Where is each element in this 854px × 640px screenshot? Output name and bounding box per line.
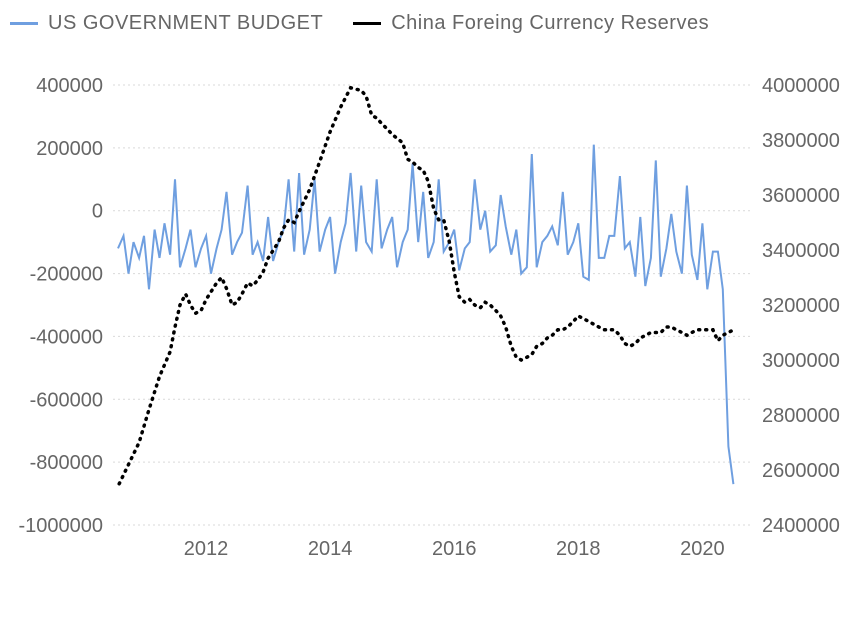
x-tick-label: 2014 <box>308 538 353 560</box>
y-left-tick-label: 200000 <box>36 138 103 160</box>
y-axis-left: -1000000 -800000 -600000 -400000 -200000 0 200… <box>18 75 103 537</box>
y-axis-right: 2400000 2600000 2800000 3000000 3200000 34000… <box>762 75 840 537</box>
y-right-tick-label: 3400000 <box>762 240 840 262</box>
series-us-budget <box>118 145 733 484</box>
legend-label-series2: China Foreing Currency Reserves <box>391 12 709 35</box>
y-left-tick-label: -200000 <box>30 264 103 286</box>
y-left-tick-label: -800000 <box>30 452 103 474</box>
chart-container: US GOVERNMENT BUDGET China Foreing Curre… <box>0 0 854 640</box>
legend-item-series1: US GOVERNMENT BUDGET <box>10 12 323 35</box>
y-left-tick-label: 400000 <box>36 75 103 97</box>
y-right-tick-label: 4000000 <box>762 75 840 97</box>
y-left-tick-label: -600000 <box>30 389 103 411</box>
y-right-tick-label: 2400000 <box>762 515 840 537</box>
x-axis: 2012 2014 2016 2018 2020 <box>184 538 725 560</box>
y-right-tick-label: 2800000 <box>762 405 840 427</box>
y-left-tick-label: 0 <box>92 201 103 223</box>
y-right-tick-label: 3800000 <box>762 130 840 152</box>
x-tick-label: 2018 <box>556 538 601 560</box>
legend-swatch-series1 <box>10 22 38 25</box>
series-china-reserves <box>119 88 733 484</box>
y-right-tick-label: 3200000 <box>762 295 840 317</box>
legend-swatch-series2 <box>353 22 381 25</box>
x-tick-label: 2020 <box>680 538 725 560</box>
x-tick-label: 2016 <box>432 538 477 560</box>
x-tick-label: 2012 <box>184 538 229 560</box>
chart-svg: -1000000 -800000 -600000 -400000 -200000 0 200… <box>0 50 854 620</box>
y-right-tick-label: 2600000 <box>762 460 840 482</box>
y-right-tick-label: 3600000 <box>762 185 840 207</box>
legend: US GOVERNMENT BUDGET China Foreing Curre… <box>10 12 709 35</box>
y-left-tick-label: -1000000 <box>18 515 103 537</box>
y-left-tick-label: -400000 <box>30 326 103 348</box>
y-right-tick-label: 3000000 <box>762 350 840 372</box>
legend-item-series2: China Foreing Currency Reserves <box>353 12 709 35</box>
gridlines <box>113 85 752 525</box>
legend-label-series1: US GOVERNMENT BUDGET <box>48 12 323 35</box>
